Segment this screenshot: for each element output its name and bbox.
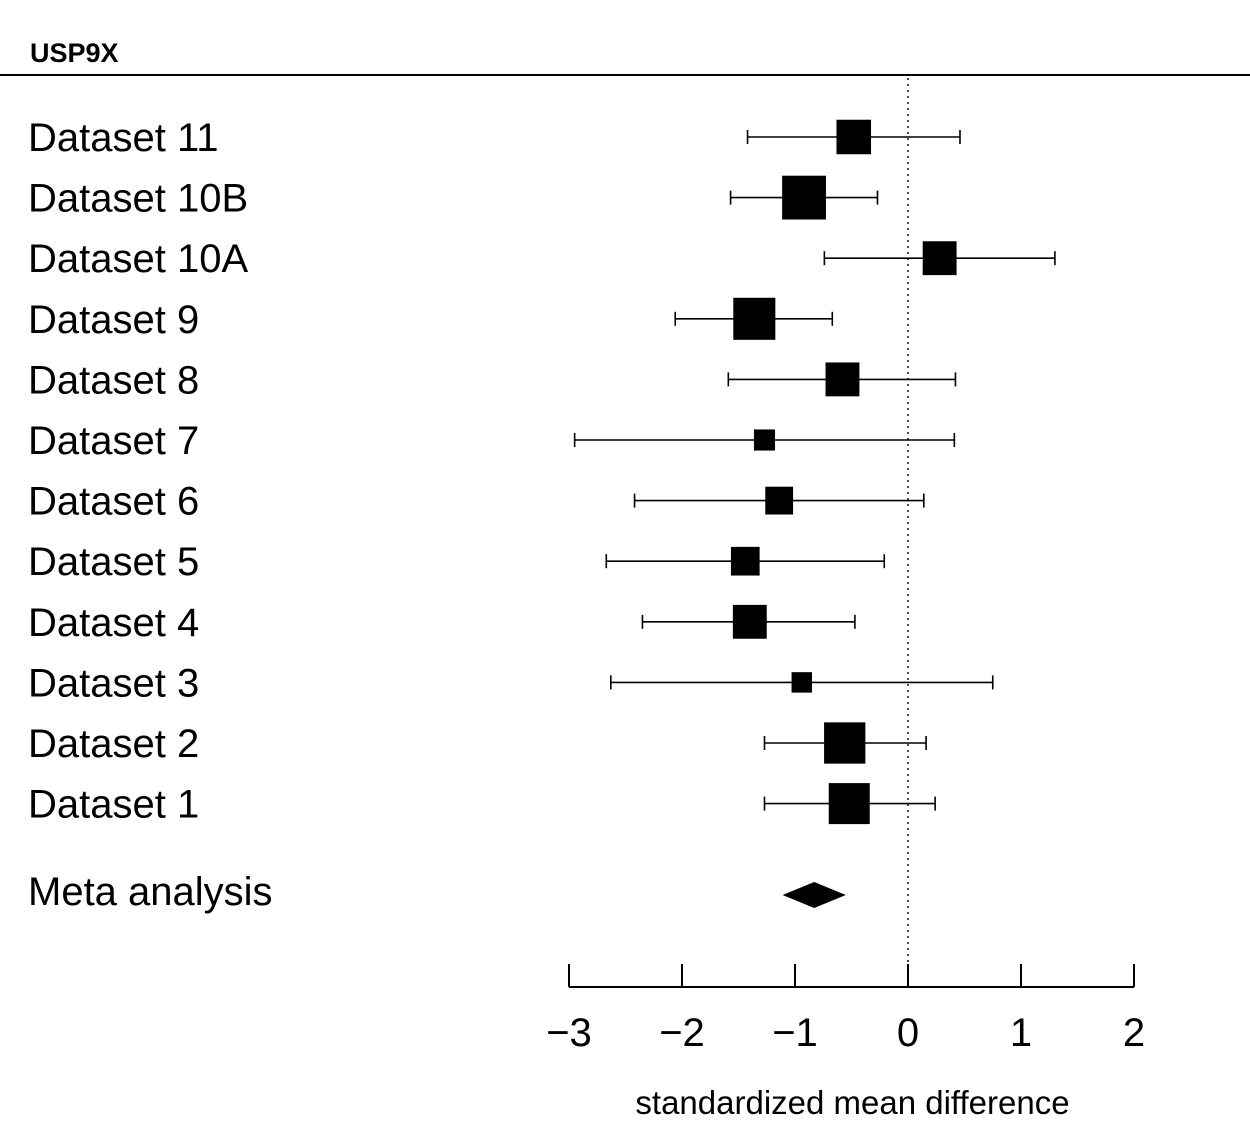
study-label: Dataset 8 [28,358,199,402]
study-label: Dataset 10A [28,237,248,281]
study-label: Dataset 4 [28,601,199,645]
x-tick-label: 2 [1123,1011,1145,1055]
estimate-box [829,783,870,824]
x-tick-label: 0 [897,1011,919,1055]
x-tick-label: 1 [1010,1011,1032,1055]
estimate-box [765,487,793,515]
estimate-box [836,120,871,155]
study-label: Dataset 2 [28,722,199,766]
study-label: Dataset 7 [28,419,199,463]
summary-label: Meta analysis [28,870,273,914]
estimate-box [733,298,775,340]
estimate-box [782,176,826,220]
x-tick-label: −3 [546,1011,592,1055]
study-label: Dataset 11 [28,116,219,160]
study-label: Dataset 6 [28,480,199,524]
estimate-box [754,429,775,450]
study-label: Dataset 10B [28,177,248,221]
estimate-box [824,722,865,763]
study-label: Dataset 3 [28,661,199,705]
x-tick-label: −2 [659,1011,705,1055]
x-tick-label: −1 [772,1011,818,1055]
x-axis-title: standardized mean difference [635,1084,1069,1121]
gene-title: USP9X [30,38,119,68]
estimate-box [733,605,767,639]
estimate-box [731,547,760,576]
study-label: Dataset 1 [28,783,199,827]
study-label: Dataset 9 [28,298,199,342]
estimate-box [792,672,812,692]
estimate-box [923,241,957,275]
estimate-box [826,362,860,396]
study-label: Dataset 5 [28,540,199,584]
summary-diamond [783,882,846,908]
